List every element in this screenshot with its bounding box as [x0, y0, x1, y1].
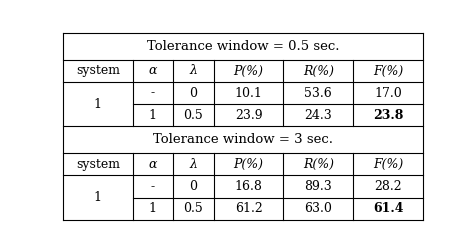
Text: 53.6: 53.6 [304, 86, 332, 100]
Text: R(%): R(%) [303, 158, 334, 171]
Text: 0.5: 0.5 [183, 109, 203, 122]
Text: F(%): F(%) [373, 158, 403, 171]
Text: system: system [76, 64, 120, 78]
Text: 10.1: 10.1 [235, 86, 263, 100]
Text: 23.8: 23.8 [373, 109, 403, 122]
Text: 28.2: 28.2 [374, 180, 402, 193]
Text: λ: λ [190, 158, 197, 171]
Text: 24.3: 24.3 [304, 109, 332, 122]
Text: system: system [76, 158, 120, 171]
Text: 1: 1 [149, 202, 157, 215]
Text: Tolerance window = 3 sec.: Tolerance window = 3 sec. [153, 133, 333, 146]
Text: 16.8: 16.8 [235, 180, 263, 193]
Text: 61.2: 61.2 [235, 202, 263, 215]
Text: P(%): P(%) [234, 158, 264, 171]
Text: 61.4: 61.4 [373, 202, 403, 215]
Text: -: - [151, 180, 155, 193]
Text: 1: 1 [149, 109, 157, 122]
Text: 23.9: 23.9 [235, 109, 263, 122]
Text: R(%): R(%) [303, 64, 334, 78]
Text: λ: λ [190, 64, 197, 78]
Text: 89.3: 89.3 [304, 180, 332, 193]
Text: 0: 0 [190, 180, 198, 193]
Text: P(%): P(%) [234, 64, 264, 78]
Text: 0.5: 0.5 [183, 202, 203, 215]
Text: Tolerance window = 0.5 sec.: Tolerance window = 0.5 sec. [146, 40, 339, 53]
Text: α: α [149, 158, 157, 171]
Text: F(%): F(%) [373, 64, 403, 78]
Text: 63.0: 63.0 [304, 202, 332, 215]
Text: 17.0: 17.0 [374, 86, 402, 100]
Text: α: α [149, 64, 157, 78]
Text: 1: 1 [94, 98, 102, 111]
Text: 1: 1 [94, 191, 102, 204]
Text: 0: 0 [190, 86, 198, 100]
Text: -: - [151, 86, 155, 100]
